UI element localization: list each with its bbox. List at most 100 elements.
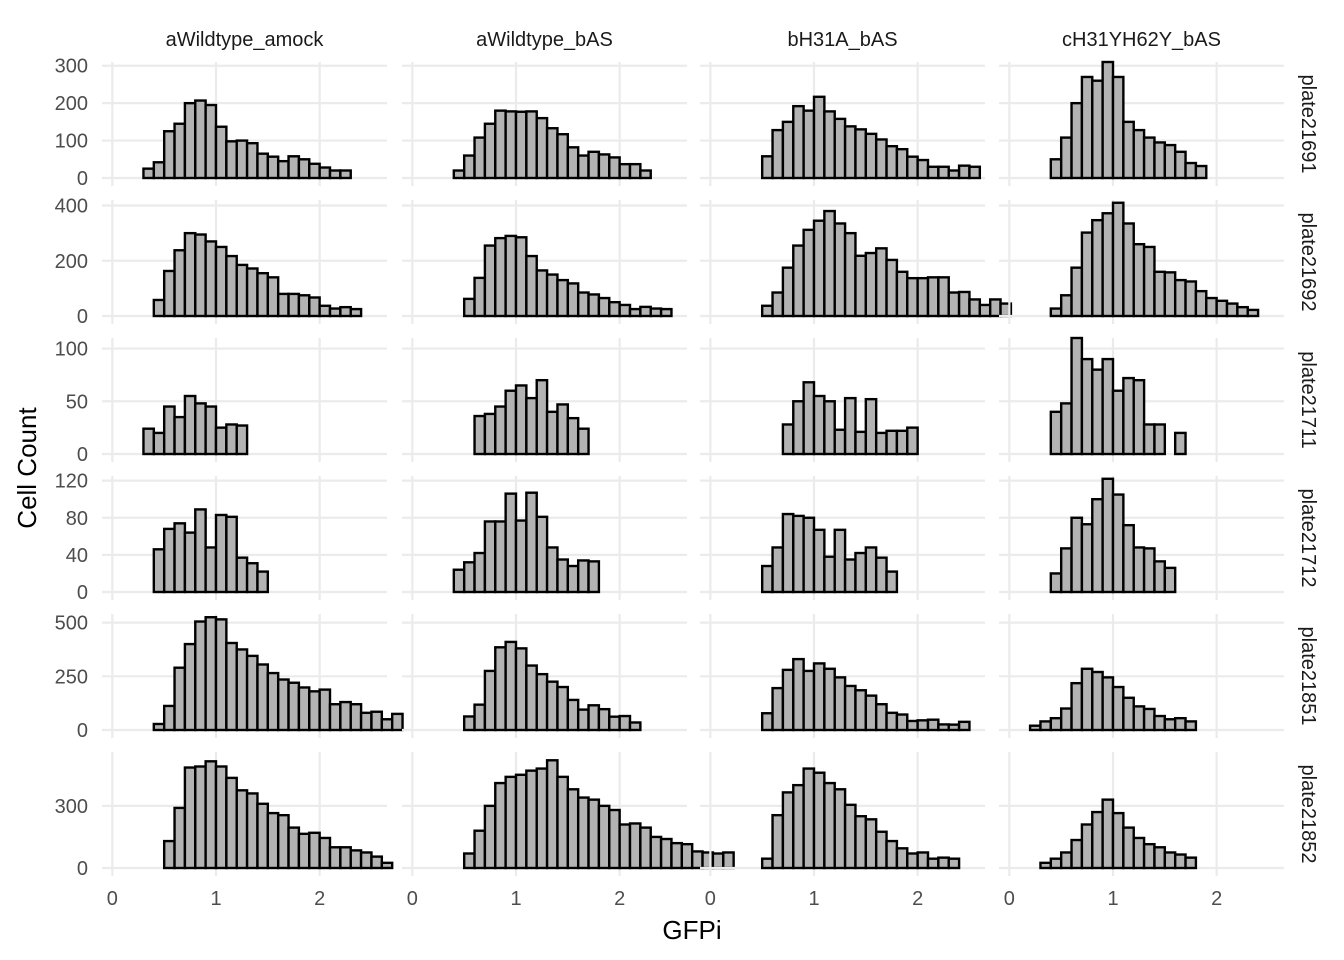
histogram-bar — [885, 839, 899, 870]
histogram-bar — [649, 307, 663, 318]
histogram-bar — [545, 127, 559, 180]
histogram-bar — [802, 109, 816, 180]
histogram-bar — [771, 686, 785, 732]
histogram-bar — [978, 303, 992, 318]
histogram-bar — [1132, 378, 1146, 456]
histogram-bar — [628, 822, 642, 870]
histogram-bar — [473, 276, 487, 318]
histogram-bar — [597, 296, 611, 318]
histogram-bar — [318, 836, 332, 870]
histogram-bar — [608, 156, 621, 180]
histogram-bar — [1173, 150, 1187, 180]
histogram-bar — [276, 813, 290, 870]
histogram-bar — [483, 520, 497, 594]
histogram-bar — [162, 269, 176, 318]
histogram-bar — [1184, 720, 1198, 732]
histogram-bar — [483, 244, 497, 318]
histogram-bar — [576, 154, 590, 180]
histogram-bar — [792, 244, 805, 318]
histogram-bar — [535, 269, 549, 318]
histogram-bar — [895, 847, 909, 870]
histogram-bar — [906, 276, 919, 318]
histogram-bar — [833, 117, 847, 180]
histogram-bar — [214, 513, 228, 594]
histogram-bar — [452, 169, 466, 180]
histogram-bar — [328, 169, 342, 180]
histogram-bar — [276, 292, 290, 318]
histogram-bar — [639, 826, 652, 870]
histogram-bar — [597, 804, 611, 870]
histogram-bar — [318, 166, 332, 180]
histogram-bar — [792, 104, 805, 180]
histogram-bar — [916, 719, 930, 732]
facet-panel — [999, 336, 1284, 462]
histogram-bar — [628, 307, 642, 318]
histogram-bar — [812, 95, 826, 180]
histogram-bar — [235, 139, 249, 180]
histogram-bar — [380, 718, 394, 732]
histogram-bar — [494, 781, 507, 870]
histogram-bar — [885, 711, 899, 732]
histogram-bar — [245, 267, 259, 318]
histogram-bar — [587, 150, 601, 180]
histogram-bar — [1194, 289, 1208, 318]
histogram-bar — [781, 423, 795, 456]
histogram-bar — [854, 430, 868, 456]
histogram-bar — [1184, 856, 1198, 870]
histogram-bar — [162, 839, 176, 870]
histogram-bar — [587, 704, 601, 732]
histogram-bar — [792, 514, 805, 594]
histogram-bar — [566, 698, 580, 732]
histogram-bar — [833, 428, 847, 456]
histogram-bar — [566, 564, 580, 594]
histogram-bar — [194, 620, 207, 732]
facet-panel — [999, 200, 1284, 324]
histogram-bar — [462, 852, 476, 870]
y-tick-label: 0 — [77, 306, 88, 328]
histogram-bar — [1111, 75, 1125, 180]
histogram-bar — [760, 304, 774, 318]
histogram-bar — [843, 684, 857, 732]
histogram-bar — [545, 680, 559, 732]
x-tick-label: 1 — [210, 888, 221, 910]
histogram-bar — [823, 555, 836, 594]
histogram-bar — [1101, 60, 1115, 180]
histogram-bar — [1153, 270, 1167, 318]
histogram-bar — [760, 564, 774, 594]
facet-panel — [700, 752, 985, 876]
histogram-bar — [204, 546, 218, 594]
histogram-bar — [173, 415, 187, 456]
histogram-bar — [1059, 851, 1073, 870]
histogram-bar — [142, 167, 156, 180]
facet-panel — [999, 614, 1284, 738]
histogram-bar — [1163, 718, 1177, 732]
histogram-bar — [266, 811, 280, 870]
y-tick-label: 40 — [66, 545, 88, 567]
histogram-bar — [968, 298, 982, 318]
histogram-bar — [576, 291, 590, 318]
histogram-bar — [308, 831, 321, 870]
histogram-bar — [1205, 296, 1218, 318]
histogram-bar — [587, 798, 601, 870]
histogram-bar — [535, 116, 549, 180]
histogram-bar — [771, 546, 785, 594]
histogram-bar — [462, 715, 476, 732]
histogram-bar — [328, 307, 342, 318]
histogram-bar — [823, 110, 836, 180]
histogram-bar — [266, 155, 280, 180]
facet-panel — [999, 60, 1284, 186]
histogram-bar — [937, 856, 950, 870]
histogram-bar — [514, 647, 528, 732]
histogram-bar — [535, 767, 549, 870]
histogram-bar — [349, 307, 363, 318]
histogram-bar — [204, 405, 218, 456]
facet-panel — [999, 752, 1284, 876]
histogram-bar — [525, 491, 538, 594]
histogram-bar — [823, 781, 836, 870]
histogram-bar — [628, 721, 642, 732]
histogram-bar — [618, 162, 632, 180]
histogram-bar — [287, 826, 301, 870]
histogram-bar — [245, 654, 259, 732]
histogram-bar — [556, 133, 570, 180]
histogram-bar — [494, 520, 507, 594]
